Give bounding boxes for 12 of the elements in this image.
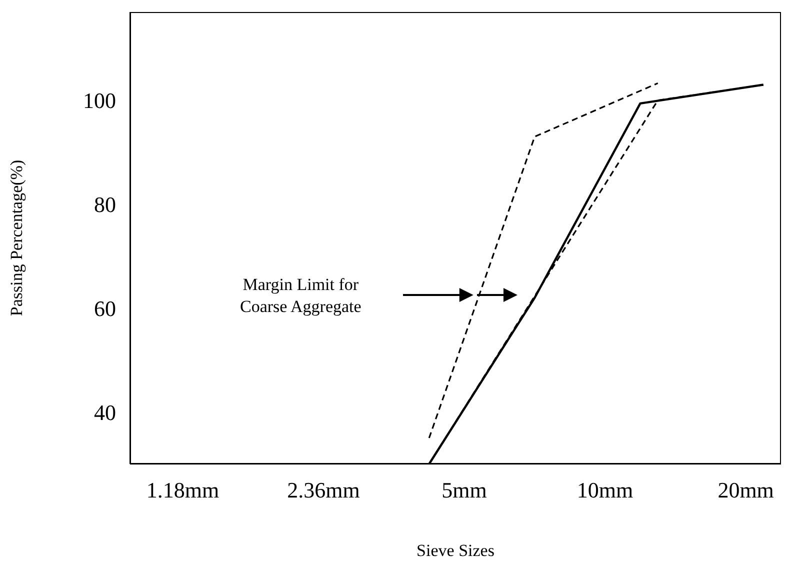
y-axis-title: Passing Percentage(%) (7, 160, 26, 316)
annotation: Margin Limit for Coarse Aggregate (238, 274, 362, 318)
x-tick-label: 1.18mm (146, 478, 220, 503)
x-axis-title: Sieve Sizes (416, 541, 494, 560)
x-tick-label: 2.36mm (287, 478, 360, 503)
y-tick-label: 100 (83, 88, 116, 114)
x-tick-label: 10mm (576, 478, 634, 503)
x-tick-label: 5mm (442, 478, 487, 503)
y-tick-label: 80 (94, 192, 116, 218)
y-tick-label: 60 (94, 296, 116, 321)
y-tick-label: 40 (94, 400, 116, 425)
x-tick-label: 20mm (718, 478, 774, 503)
